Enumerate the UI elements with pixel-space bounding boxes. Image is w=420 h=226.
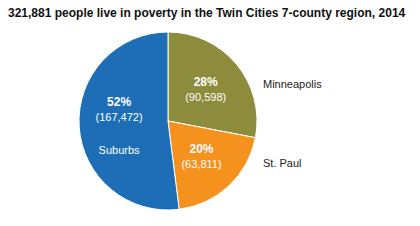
pie xyxy=(79,32,257,210)
category-label: Minneapolis xyxy=(263,78,322,90)
count-label: (63,811) xyxy=(181,158,221,170)
pie-slice xyxy=(168,121,255,209)
count-label: (90,598) xyxy=(185,91,226,103)
data-label: 28% xyxy=(194,75,218,89)
data-label: 52% xyxy=(107,95,131,109)
pie-slice xyxy=(79,32,179,210)
pie-slice xyxy=(168,32,257,138)
count-label: (167,472) xyxy=(96,111,143,123)
category-label: Suburbs xyxy=(99,144,140,156)
chart: 321,881 people live in poverty in the Tw… xyxy=(0,0,420,226)
category-label: St. Paul xyxy=(263,157,302,169)
data-label: 20% xyxy=(189,142,213,156)
chart-title: 321,881 people live in poverty in the Tw… xyxy=(8,6,406,20)
